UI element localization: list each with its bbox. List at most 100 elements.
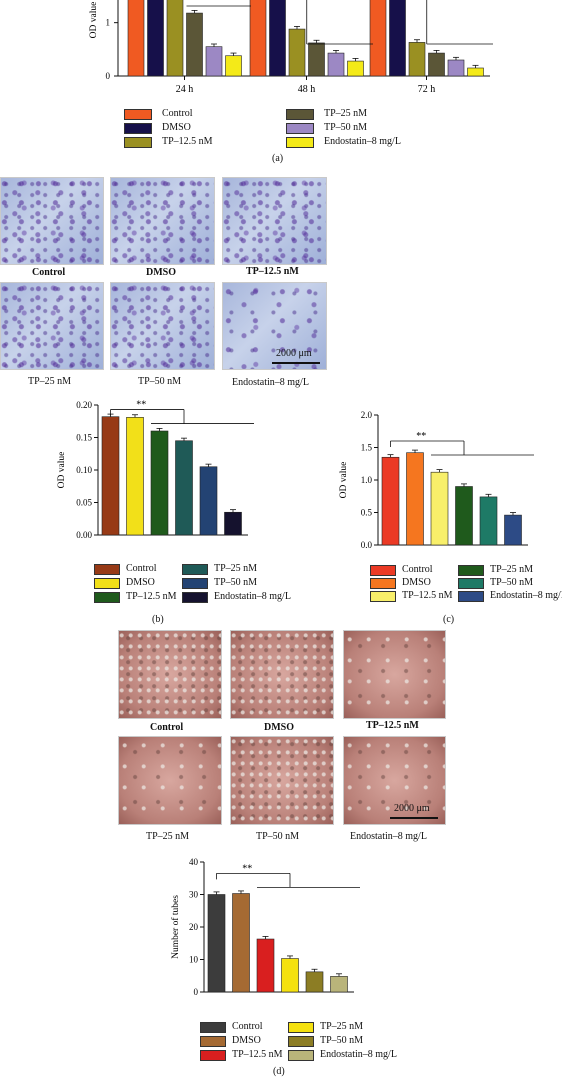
micrograph-tp-12-5[interactable] [343, 630, 446, 719]
legend-label: TP–50 nM [214, 577, 258, 588]
legend-swatch [370, 578, 396, 589]
micrograph-control[interactable] [118, 630, 222, 719]
legend-label: Control [126, 563, 157, 574]
y-axis-label: Number of tubes [170, 895, 181, 959]
bar [455, 486, 473, 546]
legend-label: DMSO [162, 122, 191, 133]
legend-swatch [94, 592, 120, 603]
bar [249, 0, 267, 77]
legend-swatch [286, 123, 314, 134]
bar [150, 430, 169, 536]
legend-swatch [458, 591, 484, 602]
legend-swatch [182, 564, 208, 575]
legend-label: DMSO [232, 1035, 261, 1046]
bar [467, 67, 484, 77]
legend-label: TP–50 nM [320, 1035, 364, 1046]
bar [101, 416, 120, 536]
micrograph-control[interactable] [0, 177, 104, 265]
y-tick-label: 0.0 [361, 540, 373, 550]
bar [330, 976, 348, 993]
bar [126, 417, 144, 536]
legend-label: TP–12.5 nM [402, 590, 453, 601]
caption-a: (a) [272, 153, 284, 164]
micrograph-dmso[interactable] [110, 177, 215, 265]
bar [327, 52, 345, 77]
legend-label: DMSO [402, 577, 431, 588]
micrograph-endostatin[interactable] [222, 282, 327, 370]
bar [479, 496, 498, 546]
micrograph-tp-50[interactable] [110, 282, 215, 370]
legend-label: Endostatin–8 mg/L [320, 1049, 397, 1060]
image-label: Control [150, 722, 184, 733]
legend-swatch [182, 578, 208, 589]
bar [199, 466, 218, 536]
bar [186, 12, 203, 77]
bar [175, 440, 193, 536]
bar [406, 452, 424, 546]
legend-swatch [94, 564, 120, 575]
chart-d: 0 10 20 30 40 Number of tubes ** [170, 857, 360, 997]
legend-label: TP–25 nM [320, 1021, 364, 1032]
legend-swatch [288, 1036, 314, 1047]
significance-label: ** [136, 400, 146, 411]
micrograph-tp-25[interactable] [0, 282, 104, 370]
legend-label: TP–12.5 nM [162, 136, 213, 147]
bar [347, 60, 364, 77]
image-label: TP–12.5 nM [246, 266, 299, 277]
legend-swatch [458, 565, 484, 576]
legend-swatch [124, 109, 152, 120]
micrograph-endostatin[interactable] [343, 736, 446, 825]
image-label: DMSO [264, 722, 294, 733]
micrograph-tp-50[interactable] [230, 736, 334, 825]
bar [305, 971, 324, 993]
bar [381, 456, 400, 546]
image-label: TP–25 nM [146, 831, 190, 842]
legend-label: TP–12.5 nM [126, 591, 177, 602]
chart-a: 1 0 OD value 24 h 48 h 72 h [89, 0, 493, 95]
bar [369, 0, 387, 77]
image-label: TP–50 nM [138, 376, 182, 387]
image-label: TP–12.5 nM [366, 720, 419, 731]
micrograph-tp-25[interactable] [118, 736, 222, 825]
micrograph-dmso[interactable] [230, 630, 334, 719]
image-label: TP–50 nM [256, 831, 300, 842]
bar [269, 0, 286, 77]
x-tick-label: 72 h [418, 84, 436, 95]
legend-swatch [124, 137, 152, 148]
image-label: Control [32, 267, 66, 278]
y-tick-label: 1.0 [361, 475, 373, 485]
y-axis-label: OD value [339, 462, 349, 499]
image-label: TP–25 nM [28, 376, 72, 387]
legend-label: Control [162, 108, 193, 119]
bar [225, 55, 242, 77]
legend-swatch [94, 578, 120, 589]
y-tick-label: 0.10 [76, 465, 92, 475]
y-axis-label: OD value [89, 2, 99, 39]
bar [447, 59, 465, 77]
legend-label: Control [232, 1021, 263, 1032]
legend-label: Endostatin–8 mg/L [324, 136, 401, 147]
micrograph-tp-12-5[interactable] [222, 177, 327, 265]
scale-bar [390, 817, 438, 819]
bar [288, 28, 306, 77]
y-tick-label: 30 [189, 890, 199, 900]
bar [389, 0, 406, 77]
legend-swatch [458, 578, 484, 589]
y-tick-label: 20 [189, 922, 199, 932]
bar [147, 0, 164, 77]
legend-label: TP–12.5 nM [232, 1049, 283, 1060]
y-tick-label: 10 [189, 955, 199, 965]
y-axis-label: OD value [57, 452, 67, 489]
legend-swatch [370, 565, 396, 576]
y-tick-label: 40 [189, 857, 199, 867]
bar [428, 52, 445, 77]
bar [232, 893, 250, 993]
scale-bar [272, 362, 320, 364]
bar [207, 894, 226, 993]
legend-label: TP–25 nM [324, 108, 368, 119]
legend-swatch [200, 1022, 226, 1033]
legend-swatch [200, 1050, 226, 1061]
significance-label: ** [416, 431, 426, 442]
legend-label: Control [402, 564, 433, 575]
caption-c: (c) [443, 614, 455, 625]
